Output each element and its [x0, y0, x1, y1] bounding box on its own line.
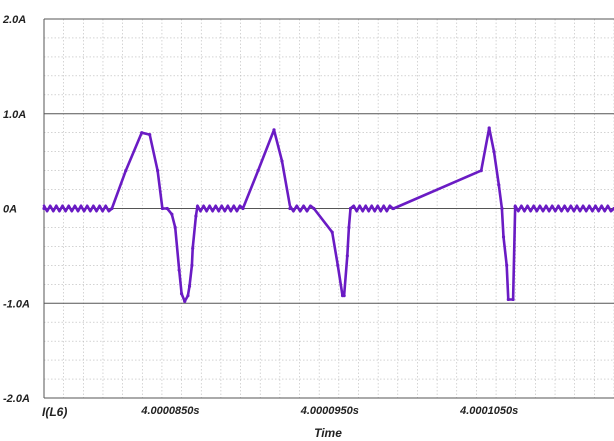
data-point: [347, 225, 351, 230]
data-point: [497, 183, 501, 187]
y-tick-label: -1.0A: [3, 298, 30, 310]
data-point: [312, 206, 316, 211]
data-point: [195, 205, 200, 209]
y-tick-label: 0A: [3, 204, 17, 216]
data-point: [191, 246, 195, 250]
trace-line: [42, 126, 614, 303]
series-i-l6: [42, 126, 614, 303]
data-point: [42, 206, 46, 211]
y-tick-label: -2.0A: [3, 393, 30, 405]
data-point: [288, 206, 292, 211]
data-point: [479, 169, 483, 173]
x-tick-label: 4.0000850s: [140, 405, 199, 417]
data-point: [187, 284, 192, 288]
data-point: [124, 169, 128, 173]
data-point: [173, 225, 177, 230]
data-point: [160, 206, 165, 211]
x-axis-label: Time: [314, 426, 342, 440]
x-tick-label: 4.0000950s: [300, 405, 359, 417]
data-point: [345, 254, 349, 258]
data-point: [165, 206, 169, 211]
data-point: [352, 205, 356, 209]
data-point: [256, 169, 260, 173]
data-point: [280, 159, 284, 163]
data-point: [391, 206, 396, 211]
data-point: [272, 128, 276, 132]
data-point: [513, 205, 517, 209]
data-point: [156, 169, 160, 173]
data-point: [492, 150, 496, 154]
data-point: [500, 206, 504, 211]
data-point: [487, 126, 491, 130]
y-tick-label: 2.0A: [2, 14, 26, 26]
data-point: [505, 263, 509, 267]
grid: [43, 18, 614, 399]
data-point: [348, 206, 353, 211]
data-point: [506, 297, 510, 302]
data-point: [241, 206, 245, 211]
data-point: [342, 294, 346, 298]
data-point: [186, 294, 190, 298]
data-point: [511, 297, 515, 302]
data-point: [140, 131, 144, 135]
y-tick-label: 1.0A: [3, 109, 26, 121]
data-point: [336, 263, 340, 267]
data-point: [170, 212, 174, 216]
y-axis-label: I(L6): [42, 405, 67, 419]
y-axis-ticks: 2.0A 1.0A 0A -1.0A -2.0A: [2, 14, 30, 405]
data-point: [501, 235, 506, 239]
data-point: [148, 132, 152, 137]
data-point: [190, 263, 194, 267]
data-point: [179, 292, 184, 296]
data-point: [110, 206, 114, 211]
data-point: [330, 230, 334, 234]
data-point: [177, 268, 181, 272]
data-point: [194, 214, 198, 218]
x-axis-ticks: 4.0000850s 4.0000950s 4.0001050s: [140, 405, 518, 417]
data-point: [183, 299, 187, 303]
x-tick-label: 4.0001050s: [459, 405, 518, 417]
